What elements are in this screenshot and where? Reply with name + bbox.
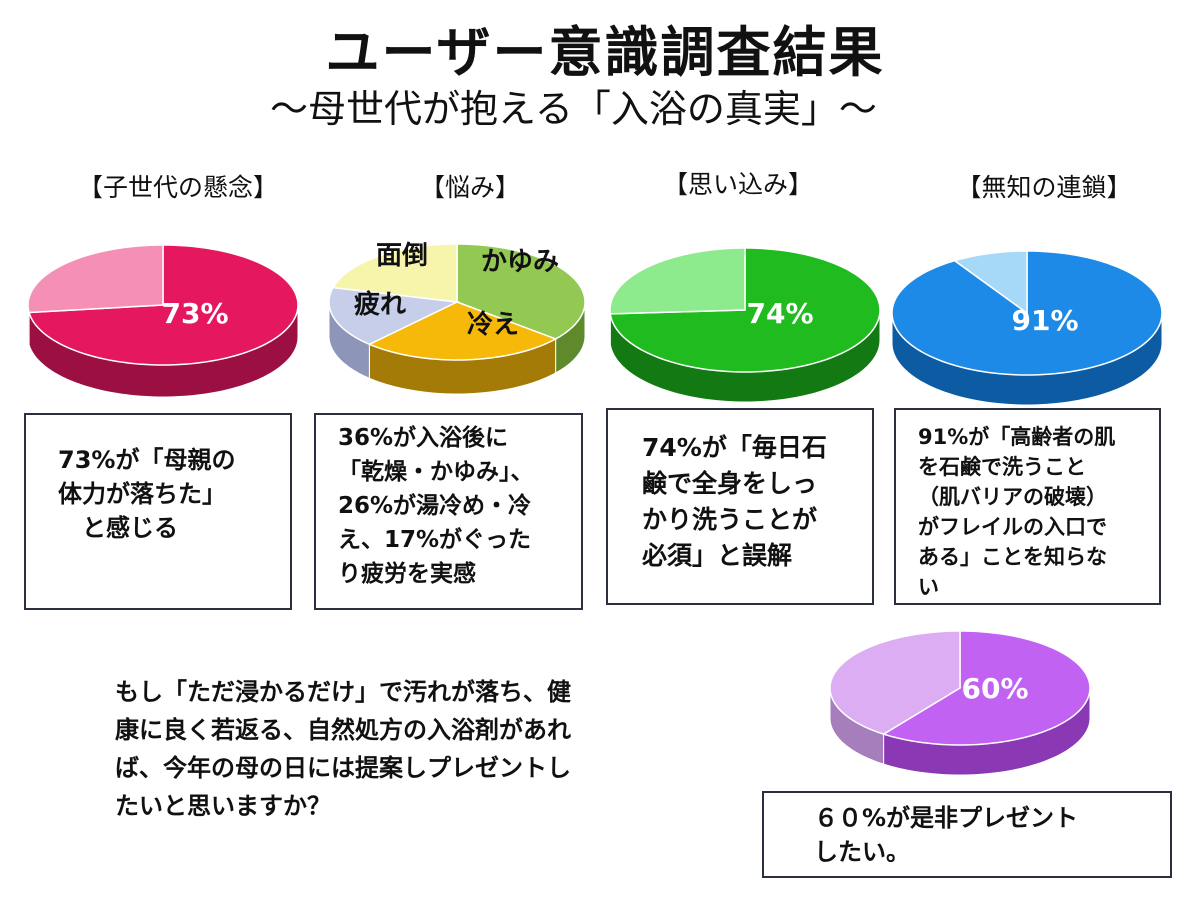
page-subtitle: ～母世代が抱える「入浴の真実」～: [270, 87, 877, 131]
pie-slice-1: [881, 630, 1091, 746]
pie-slice-2: [27, 244, 164, 314]
pie-slice-4: [331, 243, 458, 303]
header-assumption: 【思い込み】: [662, 170, 813, 199]
pie-label-4: 面倒: [376, 241, 428, 271]
pie-label-1: 91%: [1011, 304, 1078, 337]
pie-slice-1: [456, 243, 586, 340]
pie-label-1: 60%: [961, 672, 1028, 705]
survey-question: もし「ただ浸かるだけ」で汚れが落ち、健 康に良く若返る、自然処方の入浴剤があれ …: [115, 678, 571, 820]
box-worries: 36%が入浴後に 「乾燥・かゆみ」、 26%が湯冷め・冷 え、17%がぐった り…: [314, 413, 583, 610]
pie-chart-5: 60%: [829, 630, 1091, 776]
box-present: ６０%が是非プレゼント したい。: [762, 791, 1172, 878]
header-worries: 【悩み】: [419, 173, 520, 202]
box-assumption: 74%が「毎日石 鹸で全身をしっ かり洗うことが 必須」と誤解: [606, 408, 874, 605]
pie-chart-1: 73%: [27, 244, 299, 398]
header-child-concern: 【子世代の懸念】: [77, 173, 278, 202]
pie-label-1: 73%: [161, 297, 228, 330]
page-title: ユーザー意識調査結果: [325, 21, 885, 84]
pie-label-1: 74%: [746, 297, 813, 330]
pie-chart-4: 91%: [891, 250, 1163, 406]
pie-label-2: 冷え: [467, 309, 519, 340]
pie-slice-2: [367, 301, 558, 361]
pie-slice-2: [609, 247, 746, 315]
pie-label-3: 疲れ: [354, 289, 406, 320]
pie-chart-3: 74%: [609, 247, 881, 403]
box-ignorance: 91%が「高齢者の肌 を石鹸で洗うこと （肌バリアの破壊） がフレイルの入口で …: [894, 408, 1161, 605]
pie-slice-3: [328, 286, 460, 346]
pie-label-1: かゆみ: [481, 247, 559, 277]
pie-slice-2: [829, 630, 961, 735]
pie-slice-2: [952, 250, 1028, 315]
box-child-concern: 73%が「母親の 体力が落ちた」 と感じる: [24, 413, 292, 610]
header-ignorance: 【無知の連鎖】: [956, 173, 1132, 202]
